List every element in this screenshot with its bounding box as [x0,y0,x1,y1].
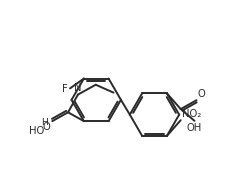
Text: O: O [43,122,50,132]
Text: OH: OH [187,123,202,133]
Text: F: F [62,84,68,94]
Text: H: H [41,118,48,127]
Text: NO₂: NO₂ [182,109,201,119]
Text: HO: HO [29,126,44,136]
Text: O: O [197,89,205,99]
Text: N: N [74,83,82,93]
